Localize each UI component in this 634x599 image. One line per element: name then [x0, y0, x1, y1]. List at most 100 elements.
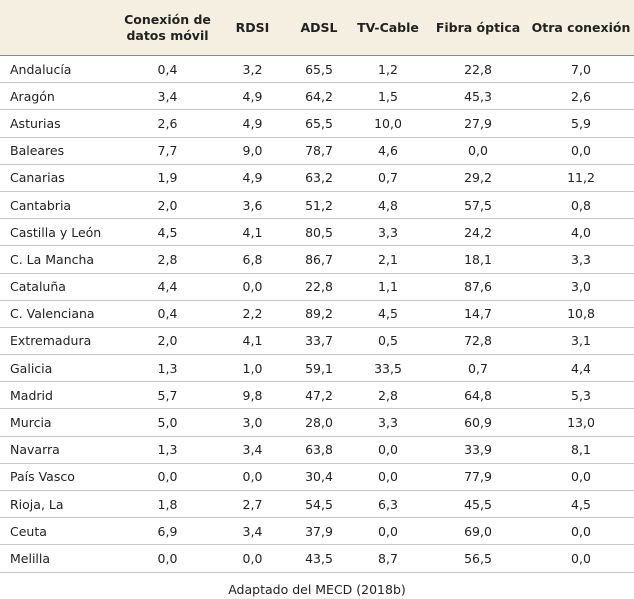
table-cell: 4,0 [528, 218, 634, 247]
table-cell: 65,5 [290, 109, 348, 138]
table-cell: 4,4 [120, 273, 215, 301]
table-cell: 5,9 [528, 109, 634, 138]
table-cell: 24,2 [428, 218, 528, 247]
table-cell: 0,0 [120, 463, 215, 492]
table-cell: 3,4 [215, 436, 290, 464]
table-cell: 59,1 [290, 354, 348, 383]
table-row: Canarias 1,9 4,9 63,2 0,7 29,2 11,2 [0, 164, 634, 192]
table-cell: 4,8 [348, 191, 428, 220]
table-cell: 3,6 [215, 191, 290, 220]
table-row: Navarra 1,3 3,4 63,8 0,0 33,9 8,1 [0, 436, 634, 464]
table-cell: 0,0 [348, 517, 428, 546]
table-cell: 2,8 [120, 245, 215, 274]
table-cell: 1,9 [120, 164, 215, 192]
table-cell: 3,4 [215, 517, 290, 546]
table-cell: 10,0 [348, 109, 428, 138]
table-cell: 63,8 [290, 436, 348, 464]
row-label: Aragón [0, 82, 120, 111]
table-cell: 1,0 [215, 354, 290, 383]
table-cell: 7,0 [528, 55, 634, 84]
table-cell: 8,1 [528, 436, 634, 464]
table-row: Madrid 5,7 9,8 47,2 2,8 64,8 5,3 [0, 381, 634, 410]
table-cell: 0,4 [120, 55, 215, 84]
row-label: Baleares [0, 137, 120, 165]
table-cell: 4,9 [215, 164, 290, 192]
table-row: Cataluña 4,4 0,0 22,8 1,1 87,6 3,0 [0, 273, 634, 301]
table-cell: 57,5 [428, 191, 528, 220]
row-label: Extremadura [0, 327, 120, 356]
table-cell: 4,1 [215, 327, 290, 356]
column-header: RDSI [215, 0, 290, 56]
table-cell: 54,5 [290, 490, 348, 519]
table-row: Extremadura 2,0 4,1 33,7 0,5 72,8 3,1 [0, 327, 634, 356]
table-cell: 0,0 [428, 137, 528, 165]
table-cell: 89,2 [290, 300, 348, 328]
table-cell: 4,5 [120, 218, 215, 247]
table-cell: 3,2 [215, 55, 290, 84]
table-cell: 2,7 [215, 490, 290, 519]
table-cell: 0,0 [348, 463, 428, 492]
table-cell: 78,7 [290, 137, 348, 165]
table-cell: 11,2 [528, 164, 634, 192]
table-row: Asturias 2,6 4,9 65,5 10,0 27,9 5,9 [0, 109, 634, 138]
row-label: País Vasco [0, 463, 120, 492]
table-cell: 63,2 [290, 164, 348, 192]
column-header: Fibra óptica [428, 0, 528, 56]
table-cell: 37,9 [290, 517, 348, 546]
header-row: Conexión de datos móvil RDSI ADSL TV-Cable F… [0, 0, 634, 56]
table-cell: 2,0 [120, 327, 215, 356]
row-label: Madrid [0, 381, 120, 410]
table-cell: 5,3 [528, 381, 634, 410]
table-cell: 4,4 [528, 354, 634, 383]
table-cell: 2,6 [120, 109, 215, 138]
table-cell: 43,5 [290, 544, 348, 573]
table-cell: 4,6 [348, 137, 428, 165]
table-cell: 64,8 [428, 381, 528, 410]
table-cell: 3,1 [528, 327, 634, 356]
caption: Adaptado del MECD (2018b) [228, 581, 406, 597]
table-cell: 0,7 [428, 354, 528, 383]
column-header: TV-Cable [348, 0, 428, 56]
table-row: Rioja, La 1,8 2,7 54,5 6,3 45,5 4,5 [0, 490, 634, 519]
table-row: Castilla y León 4,5 4,1 80,5 3,3 24,2 4,0 [0, 218, 634, 247]
table-cell: 87,6 [428, 273, 528, 301]
table-cell: 1,3 [120, 354, 215, 383]
table-cell: 0,5 [348, 327, 428, 356]
table-cell: 65,5 [290, 55, 348, 84]
table-row: Melilla 0,0 0,0 43,5 8,7 56,5 0,0 [0, 544, 634, 573]
table-cell: 3,0 [215, 408, 290, 437]
table-cell: 27,9 [428, 109, 528, 138]
table-cell: 28,0 [290, 408, 348, 437]
table-cell: 64,2 [290, 82, 348, 111]
table-cell: 9,0 [215, 137, 290, 165]
table-cell: 18,1 [428, 245, 528, 274]
table-cell: 4,5 [348, 300, 428, 328]
table-cell: 0,0 [528, 463, 634, 492]
table-cell: 0,0 [215, 463, 290, 492]
table-cell: 2,6 [528, 82, 634, 111]
table-cell: 7,7 [120, 137, 215, 165]
table-cell: 4,9 [215, 82, 290, 111]
table-cell: 4,9 [215, 109, 290, 138]
table-cell: 2,8 [348, 381, 428, 410]
table-cell: 0,4 [120, 300, 215, 328]
table-row: Cantabria 2,0 3,6 51,2 4,8 57,5 0,8 [0, 191, 634, 220]
row-label: Melilla [0, 544, 120, 573]
table-cell: 0,0 [120, 544, 215, 573]
table-cell: 0,8 [528, 191, 634, 220]
table-row: C. Valenciana 0,4 2,2 89,2 4,5 14,7 10,8 [0, 300, 634, 328]
table-cell: 13,0 [528, 408, 634, 437]
table-row: Andalucía 0,4 3,2 65,5 1,2 22,8 7,0 [0, 55, 634, 84]
table-cell: 72,8 [428, 327, 528, 356]
table-cell: 45,3 [428, 82, 528, 111]
table-cell: 0,0 [528, 137, 634, 165]
table-cell: 3,3 [348, 218, 428, 247]
table-cell: 8,7 [348, 544, 428, 573]
table-cell: 56,5 [428, 544, 528, 573]
column-header [0, 0, 120, 56]
table-cell: 30,4 [290, 463, 348, 492]
row-label: Cantabria [0, 191, 120, 220]
table-cell: 10,8 [528, 300, 634, 328]
table-cell: 22,8 [290, 273, 348, 301]
table-cell: 22,8 [428, 55, 528, 84]
